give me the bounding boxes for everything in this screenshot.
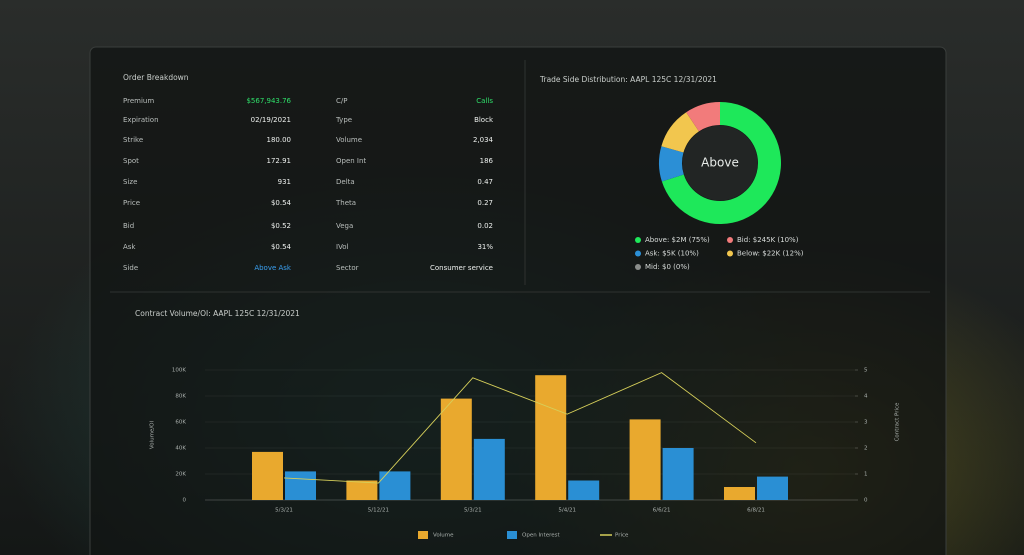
chart-title: Contract Volume/OI: AAPL 125C 12/31/2021 <box>135 309 300 318</box>
legend-label: Above: $2M (75%) <box>645 236 710 244</box>
field-label: C/P <box>336 97 347 105</box>
legend-swatch <box>635 237 641 243</box>
x-tick-label: 5/12/21 <box>368 508 389 514</box>
legend-label: Mid: $0 (0%) <box>645 263 690 271</box>
bar <box>473 438 505 500</box>
legend-swatch <box>727 237 733 243</box>
y-tick-label: 0 <box>183 498 187 504</box>
legend-swatch <box>727 250 733 257</box>
legend-swatch <box>418 531 428 539</box>
y-tick-label: 40K <box>175 446 186 452</box>
center-label: Above <box>701 156 739 170</box>
field-label: IVol <box>336 243 349 251</box>
legend-label: Price <box>615 533 629 539</box>
y2-tick-label: 5 <box>864 368 868 374</box>
field-value: 0.27 <box>477 199 493 207</box>
legend-label: Bid: $245K (10%) <box>737 236 799 244</box>
legend-swatch <box>635 250 641 257</box>
y2-tick-label: 4 <box>864 394 868 400</box>
field-value: 0.47 <box>477 178 493 186</box>
x-tick-label: 5/3/21 <box>464 508 482 514</box>
field-label: Premium <box>123 97 154 105</box>
field-label: Price <box>123 199 140 207</box>
legend-label: Open Interest <box>522 533 560 539</box>
field-value: 02/19/2021 <box>251 116 291 124</box>
donut-segment <box>661 112 699 153</box>
y2-tick-label: 1 <box>864 472 868 478</box>
bar <box>252 451 283 500</box>
field-label: Sector <box>336 264 359 272</box>
x-tick-label: 6/8/21 <box>747 508 765 514</box>
order-table: Premium $567,943.76 C/P Calls Expiration 02/1… <box>123 97 494 272</box>
field-label: Theta <box>335 199 356 207</box>
field-label: Ask <box>123 243 136 251</box>
field-value: 2,034 <box>473 136 494 144</box>
bar <box>757 476 788 500</box>
field-value: 931 <box>278 178 291 186</box>
x-tick-label: 5/3/21 <box>275 508 293 514</box>
field-label: Side <box>123 264 138 272</box>
bar <box>285 471 316 500</box>
field-label: Bid <box>123 222 134 230</box>
bar <box>724 487 755 500</box>
y-tick-label: 100K <box>172 368 186 374</box>
bar <box>346 480 378 500</box>
field-value: Consumer service <box>430 264 493 272</box>
field-value: 180.00 <box>267 136 292 144</box>
y-axis-label: Volume/OI <box>150 420 156 449</box>
field-label: Size <box>123 178 137 186</box>
field-value: 172.91 <box>267 157 292 165</box>
field-value: $0.54 <box>271 243 292 251</box>
y2-tick-label: 2 <box>864 446 868 452</box>
card <box>89 46 947 555</box>
y-tick-label: 60K <box>175 420 186 426</box>
bar <box>440 398 472 500</box>
price-line <box>283 372 757 484</box>
donut-chart: Trade Side Distribution: AAPL 125C 12/31… <box>539 75 804 271</box>
legend-label: Volume <box>433 533 454 539</box>
legend-label: Ask: $5K (10%) <box>645 250 699 258</box>
donut-segment <box>661 102 781 224</box>
field-value: Above Ask <box>254 264 292 272</box>
bar <box>379 471 411 500</box>
field-label: Expiration <box>123 116 159 124</box>
field-label: Vega <box>336 222 353 230</box>
combo-chart: Contract Volume/OI: AAPL 125C 12/31/2021… <box>135 309 901 539</box>
field-value: 0.02 <box>477 222 493 230</box>
donut-hole <box>682 125 758 201</box>
y-tick-label: 20K <box>175 472 186 478</box>
bar <box>535 375 567 500</box>
chart-title: Trade Side Distribution: AAPL 125C 12/31… <box>539 75 717 84</box>
field-label: Type <box>335 116 352 124</box>
field-label: Delta <box>336 178 355 186</box>
field-value: $567,943.76 <box>246 97 291 105</box>
field-value: 186 <box>480 157 494 165</box>
field-value: Block <box>474 116 494 124</box>
bar <box>568 480 600 500</box>
x-tick-label: 6/6/21 <box>653 508 671 514</box>
field-label: Volume <box>336 136 362 144</box>
donut-segment <box>658 146 684 182</box>
y2-tick-label: 3 <box>864 420 868 426</box>
legend-label: Below: $22K (12%) <box>737 250 804 258</box>
field-label: Spot <box>123 157 139 165</box>
field-label: Strike <box>123 136 143 144</box>
field-value: 31% <box>477 243 493 251</box>
legend-swatch <box>635 264 641 270</box>
y2-tick-label: 0 <box>864 498 868 504</box>
x-tick-label: 5/4/21 <box>558 508 576 514</box>
donut-segment <box>686 102 720 132</box>
panel-title: Order Breakdown <box>123 73 189 82</box>
field-label: Open Int <box>336 157 366 165</box>
field-value: Calls <box>476 97 493 105</box>
bar <box>662 448 694 500</box>
field-value: $0.54 <box>271 199 292 207</box>
legend-swatch <box>507 531 517 539</box>
bar <box>629 419 661 500</box>
y-tick-label: 80K <box>175 394 186 400</box>
y2-axis-label: Contract Price <box>895 402 901 441</box>
field-value: $0.52 <box>271 222 291 230</box>
